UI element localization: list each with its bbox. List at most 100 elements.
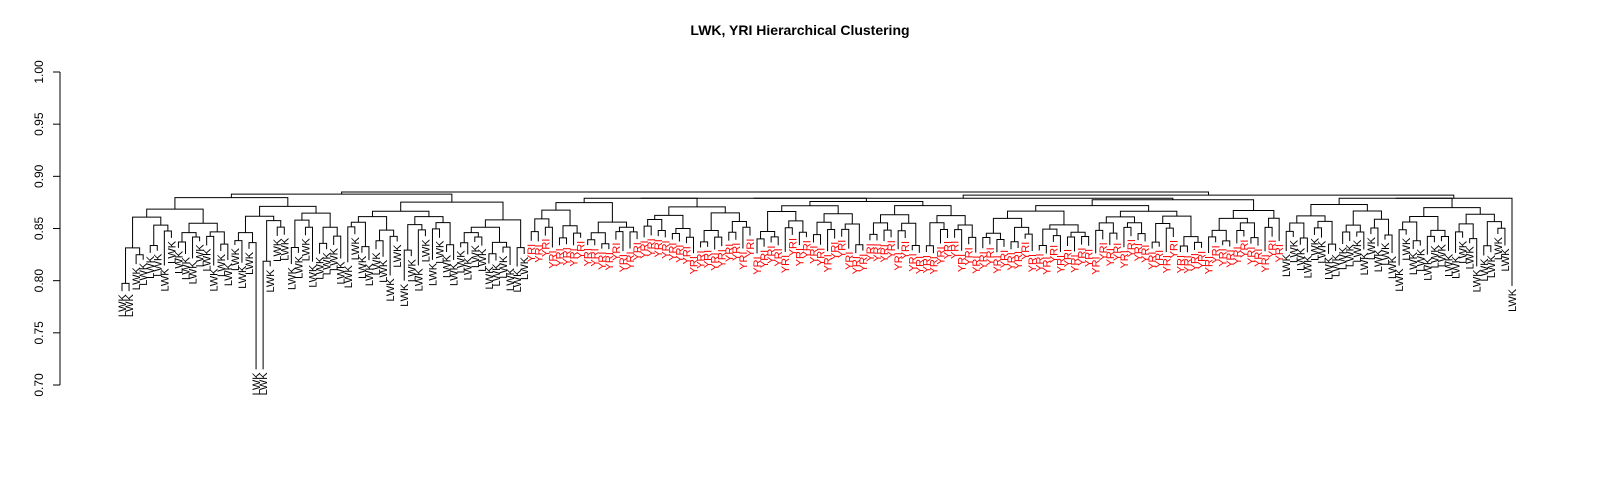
leaf-label-yri: YRI [1232,246,1244,264]
leaf-label-lwk: LWK [442,254,454,278]
dendrogram-link [770,236,779,246]
leaf-label-yri: YRI [773,248,785,266]
dendrogram-link [1409,216,1439,231]
dendrogram-link [1342,231,1351,244]
dendrogram-link [502,246,511,266]
leaf-label-lwk: LWK [1359,252,1371,276]
dendrogram-link [671,232,680,242]
leaf-label-lwk: LWK [505,267,517,291]
dendrogram-link [583,197,698,207]
dendrogram-link [756,238,765,254]
leaf-label-yri: YRI [1070,254,1082,272]
leaf-label-lwk: LWK [195,244,207,268]
chart-title: LWK, YRI Hierarchical Clustering [690,22,909,38]
leaf-label-lwk: LWK [413,268,425,292]
leaf-label-lwk: LWK [357,255,369,279]
dendrogram-link [1010,241,1019,250]
leaf-label-yri: YRI [759,250,771,268]
leaf-label-lwk: LWK [484,266,496,290]
leaf-label-yri: YRI [808,246,820,264]
leaf-label-lwk: LWK [1451,255,1463,279]
leaf-label-lwk: LWK [1316,240,1328,264]
dendrogram-link [1310,204,1368,216]
leaf-label-lwk: LWK [237,265,249,289]
leaf-label-yri: YRI [851,256,863,274]
dendrogram-link [1024,233,1033,251]
leaf-label-yri: YRI [738,252,750,270]
leaf-label-lwk: LWK [1458,240,1470,264]
dendrogram-link [417,229,426,266]
leaf-label-yri: YRI [625,251,637,269]
leaf-label-yri: YRI [921,255,933,273]
leaf-label-lwk: LWK [470,244,482,268]
leaf-label-lwk: LWK [1309,237,1321,261]
dendrogram-link [322,226,338,244]
leaf-label-lwk: LWK [1331,253,1343,277]
leaf-label-yri: YRI [1105,248,1117,266]
leaf-label-yri: YRI [914,256,926,274]
dendrogram-link [1430,229,1446,237]
dendrogram-link [1105,216,1136,223]
leaf-label-yri: YRI [1161,255,1173,273]
leaf-label-yri: YRI [1204,256,1216,274]
dendrogram-link [1232,209,1275,219]
leaf-label-yri: YRI [569,248,581,266]
dendrogram-link [220,243,229,261]
leaf-label-yri: YRI [674,245,686,263]
leaf-label-lwk: LWK [251,372,263,396]
dendrogram-link [1193,241,1203,251]
leaf-label-lwk: LWK [449,262,461,286]
dendrogram-link [883,229,892,242]
leaf-label-yri: YRI [653,239,665,257]
y-tick-label: 0.80 [32,269,46,293]
dendrogram-link [1222,240,1231,247]
dendrogram-link [262,260,271,370]
leaf-label-yri: YRI [1098,242,1110,260]
leaf-label-lwk: LWK [399,283,411,307]
dendrogram-link [209,231,225,245]
leaf-label-lwk: LWK [244,251,256,275]
dendrogram-link [1109,232,1118,246]
dendrogram-link [654,214,684,229]
dendrogram-link [558,237,568,246]
leaf-label-yri: YRI [639,240,651,258]
leaf-label-lwk: LWK [392,244,404,268]
dendrogram-link [784,227,793,252]
leaf-label-lwk: LWK [364,262,376,286]
leaf-label-yri: YRI [745,239,757,257]
leaf-label-yri: YRI [900,241,912,259]
dendrogram-leaves: LWKLWKLWKLWKLWKLWKLWKLWKLWKLWKLWKLWKLWKL… [117,236,1519,395]
dendrogram-link [1049,224,1079,233]
leaf-label-lwk: LWK [1415,248,1427,272]
dendrogram-link [1345,224,1361,233]
leaf-label-lwk: LWK [1281,253,1293,277]
leaf-label-yri: YRI [1027,254,1039,272]
dendrogram-link [1469,238,1478,267]
leaf-label-lwk: LWK [230,247,242,271]
leaf-label-yri: YRI [872,243,884,261]
leaf-label-yri: YRI [1225,249,1237,267]
leaf-label-lwk: LWK [272,238,284,262]
dendrogram-link [188,222,218,233]
dendrogram-link [460,242,469,255]
leaf-label-yri: YRI [1020,242,1032,260]
dendrogram-link [1162,215,1192,237]
dendrogram-link [1098,222,1114,234]
dendrogram-link [1081,235,1090,246]
dendrogram-link [1395,197,1513,286]
dendrogram-link [1155,223,1171,243]
dendrogram-link [880,214,910,224]
leaf-label-lwk: LWK [378,259,390,283]
leaf-label-lwk: LWK [1429,245,1441,269]
dendrogram-link [1042,228,1058,246]
dendrogram-link [1179,245,1188,253]
leaf-label-lwk: LWK [1479,258,1491,282]
dendrogram-link [855,244,864,254]
dendrogram-link [657,230,666,238]
dendrogram-link [1119,210,1178,217]
leaf-label-yri: YRI [1168,240,1180,258]
leaf-label-lwk: LWK [1422,257,1434,281]
dendrogram-link [149,244,158,253]
leaf-label-yri: YRI [1253,249,1265,267]
